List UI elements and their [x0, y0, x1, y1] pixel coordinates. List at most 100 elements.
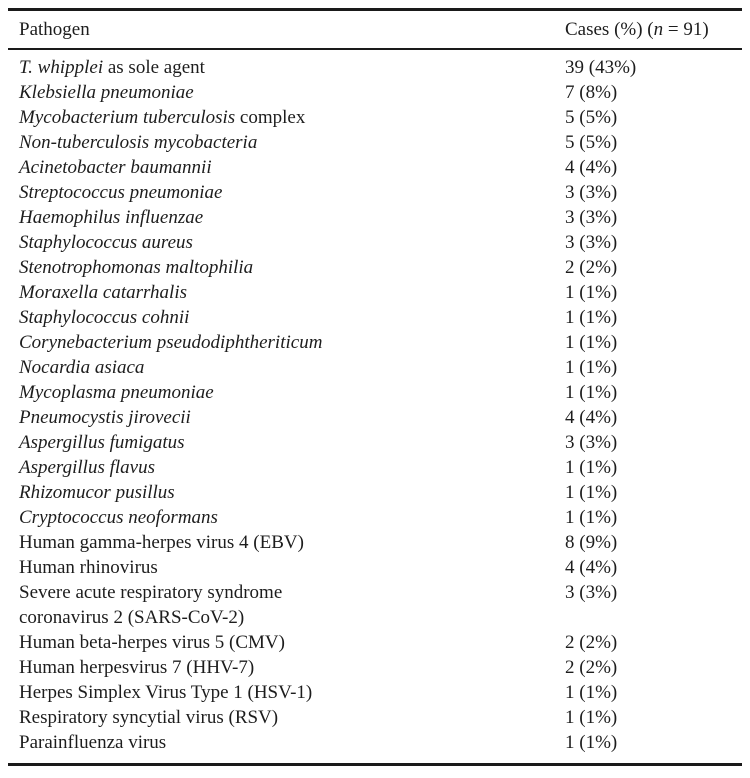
cases-value: 3 (3%) — [565, 232, 618, 253]
table-body: T. whipplei as sole agent 39 (43%) Klebsie… — [8, 50, 742, 763]
pathogen-name-line: Mycoplasma pneumoniae — [19, 382, 214, 403]
pathogen-name-line: coronavirus 2 (SARS-CoV-2) — [19, 607, 245, 628]
cases-value: 1 (1%) — [565, 507, 618, 528]
table-row: Human beta-herpes virus 5 (CMV) 2 (2%) — [8, 630, 742, 655]
pathogen-name-line: Respiratory syncytial virus (RSV) — [19, 707, 279, 728]
pathogen-name-line: Aspergillus flavus — [19, 457, 155, 478]
pathogen-name: Mycoplasma pneumoniae — [8, 380, 565, 405]
table-row: Respiratory syncytial virus (RSV) 1 (1%) — [8, 705, 742, 730]
cases-value: 1 (1%) — [565, 732, 618, 753]
table-row: Pneumocystis jirovecii 4 (4%) — [8, 405, 742, 430]
cases-value: 4 (4%) — [565, 407, 618, 428]
pathogen-name-line: Human rhinovirus — [19, 557, 158, 578]
table-row: T. whipplei as sole agent 39 (43%) — [8, 55, 742, 80]
pathogen-name: Klebsiella pneumoniae — [8, 80, 565, 105]
table-row: Streptococcus pneumoniae 3 (3%) — [8, 180, 742, 205]
table-row: Severe acute respiratory syndrome coronav… — [8, 580, 742, 630]
table-row: Staphylococcus aureus 3 (3%) — [8, 230, 742, 255]
pathogen-name: Cryptococcus neoformans — [8, 505, 565, 530]
pathogen-name: Stenotrophomonas maltophilia — [8, 255, 565, 280]
table-row: Aspergillus fumigatus 3 (3%) — [8, 430, 742, 455]
table-row: Rhizomucor pusillus 1 (1%) — [8, 480, 742, 505]
pathogen-name: Respiratory syncytial virus (RSV) — [8, 705, 565, 730]
pathogen-name-line: Non-tuberculosis mycobacteria — [19, 132, 258, 153]
table-row: Human herpesvirus 7 (HHV-7) 2 (2%) — [8, 655, 742, 680]
pathogen-name: Herpes Simplex Virus Type 1 (HSV-1) — [8, 680, 565, 705]
table-row: Staphylococcus cohnii 1 (1%) — [8, 305, 742, 330]
pathogen-name-line: Severe acute respiratory syndrome — [19, 582, 283, 603]
table-row: Herpes Simplex Virus Type 1 (HSV-1) 1 (1%… — [8, 680, 742, 705]
cases-value: 1 (1%) — [565, 307, 618, 328]
table-bottom-rule — [8, 763, 742, 766]
pathogen-name: Human herpesvirus 7 (HHV-7) — [8, 655, 565, 680]
pathogen-name-line: Pneumocystis jirovecii — [19, 407, 191, 428]
pathogen-name: Streptococcus pneumoniae — [8, 180, 565, 205]
pathogen-name: Pneumocystis jirovecii — [8, 405, 565, 430]
pathogen-name: Moraxella catarrhalis — [8, 280, 565, 305]
cases-value: 4 (4%) — [565, 157, 618, 178]
cases-value: 8 (9%) — [565, 532, 618, 553]
table-row: Stenotrophomonas maltophilia 2 (2%) — [8, 255, 742, 280]
table-row: Moraxella catarrhalis 1 (1%) — [8, 280, 742, 305]
pathogen-name-line: Cryptococcus neoformans — [19, 507, 218, 528]
pathogen-name-line: Moraxella catarrhalis — [19, 282, 188, 303]
pathogen-name-line: Staphylococcus aureus — [19, 232, 193, 253]
pathogen-name-line: Stenotrophomonas maltophilia — [19, 257, 254, 278]
pathogen-name-line: Corynebacterium pseudodiphtheriticum — [19, 332, 323, 353]
cases-value: 1 (1%) — [565, 482, 618, 503]
cases-value: 1 (1%) — [565, 682, 618, 703]
cases-value: 3 (3%) — [565, 207, 618, 228]
pathogen-name: Mycobacterium tuberculosis complex — [8, 105, 565, 130]
pathogen-name-line: T. whipplei as sole agent — [19, 57, 205, 78]
pathogen-name: Severe acute respiratory syndrome coronav… — [8, 580, 565, 630]
pathogen-name-line: Mycobacterium tuberculosis complex — [19, 107, 306, 128]
table-row: Corynebacterium pseudodiphtheriticum 1 (1… — [8, 330, 742, 355]
column-header-cases: Cases (%) (n = 91) — [565, 19, 742, 41]
pathogen-name-line: Human beta-herpes virus 5 (CMV) — [19, 632, 285, 653]
cases-value: 1 (1%) — [565, 457, 618, 478]
cases-value: 3 (3%) — [565, 582, 618, 603]
pathogen-name: Nocardia asiaca — [8, 355, 565, 380]
cases-value: 4 (4%) — [565, 557, 618, 578]
pathogen-name: Staphylococcus aureus — [8, 230, 565, 255]
table-row: Mycoplasma pneumoniae 1 (1%) — [8, 380, 742, 405]
table-row: Parainfluenza virus 1 (1%) — [8, 730, 742, 755]
pathogen-name: T. whipplei as sole agent — [8, 55, 565, 80]
pathogen-name: Parainfluenza virus — [8, 730, 565, 755]
pathogen-name-line: Human gamma-herpes virus 4 (EBV) — [19, 532, 304, 553]
cases-header-prefix: Cases (%) ( — [565, 18, 654, 40]
pathogen-name: Corynebacterium pseudodiphtheriticum — [8, 330, 565, 355]
pathogen-name-line: Human herpesvirus 7 (HHV-7) — [19, 657, 255, 678]
pathogen-name-line: Streptococcus pneumoniae — [19, 182, 223, 203]
pathogen-name: Human beta-herpes virus 5 (CMV) — [8, 630, 565, 655]
table-row: Human rhinovirus 4 (4%) — [8, 555, 742, 580]
cases-value: 5 (5%) — [565, 107, 618, 128]
table-row: Human gamma-herpes virus 4 (EBV) 8 (9%) — [8, 530, 742, 555]
table-row: Aspergillus flavus 1 (1%) — [8, 455, 742, 480]
pathogen-name-line: Herpes Simplex Virus Type 1 (HSV-1) — [19, 682, 313, 703]
pathogen-name-line: Aspergillus fumigatus — [19, 432, 185, 453]
table-row: Non-tuberculosis mycobacteria 5 (5%) — [8, 130, 742, 155]
pathogen-name: Aspergillus flavus — [8, 455, 565, 480]
cases-value: 2 (2%) — [565, 657, 618, 678]
pathogen-name: Human gamma-herpes virus 4 (EBV) — [8, 530, 565, 555]
pathogen-name-line: Acinetobacter baumannii — [19, 157, 212, 178]
cases-value: 1 (1%) — [565, 707, 618, 728]
table-row: Acinetobacter baumannii 4 (4%) — [8, 155, 742, 180]
table-top-rule — [8, 8, 742, 11]
cases-header-n: n — [653, 18, 664, 40]
cases-value: 1 (1%) — [565, 282, 618, 303]
cases-value: 1 (1%) — [565, 382, 618, 403]
pathogen-name: Non-tuberculosis mycobacteria — [8, 130, 565, 155]
cases-value: 2 (2%) — [565, 257, 618, 278]
pathogen-name-line: Nocardia asiaca — [19, 357, 145, 378]
cases-value: 7 (8%) — [565, 82, 618, 103]
pathogen-name-line: Klebsiella pneumoniae — [19, 82, 194, 103]
table-header-row: Pathogen Cases (%) (n = 91) — [8, 11, 742, 48]
table-row: Mycobacterium tuberculosis complex 5 (5%) — [8, 105, 742, 130]
table-row: Nocardia asiaca 1 (1%) — [8, 355, 742, 380]
cases-value: 5 (5%) — [565, 132, 618, 153]
cases-value: 1 (1%) — [565, 332, 618, 353]
pathogen-cases-table: Pathogen Cases (%) (n = 91) T. whipplei … — [8, 8, 742, 766]
